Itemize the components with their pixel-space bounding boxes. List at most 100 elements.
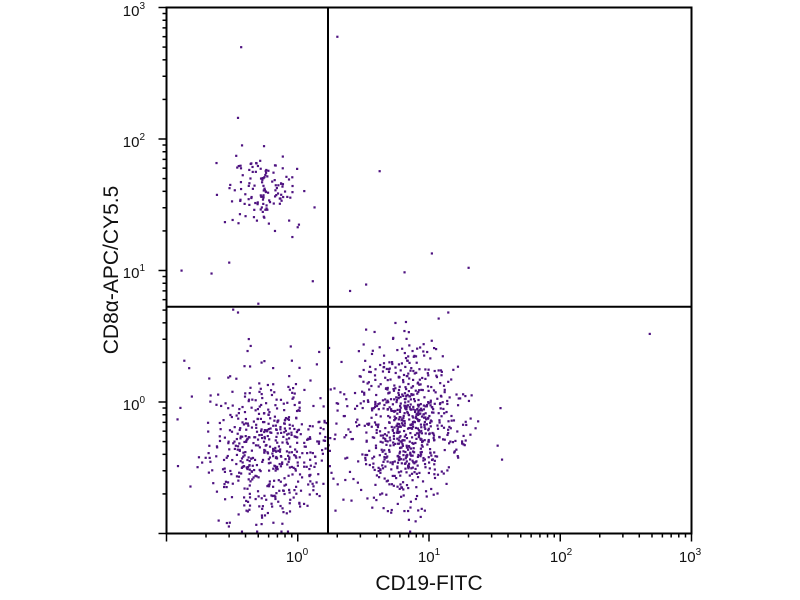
data-point: [393, 398, 396, 401]
data-point: [412, 447, 415, 450]
data-point: [414, 441, 417, 445]
data-point: [296, 436, 299, 439]
data-point: [381, 434, 384, 437]
data-point: [405, 455, 408, 458]
data-point: [440, 424, 443, 427]
data-point: [402, 458, 405, 461]
data-point: [256, 201, 259, 204]
data-point: [235, 437, 238, 441]
data-point: [267, 413, 270, 416]
data-point: [298, 406, 301, 409]
data-point: [375, 474, 378, 477]
data-point: [371, 436, 374, 439]
data-point: [238, 428, 241, 432]
data-point: [259, 429, 263, 433]
data-point: [384, 426, 387, 430]
data-point: [288, 219, 291, 222]
data-point: [307, 428, 310, 431]
data-point: [241, 421, 244, 424]
data-point: [430, 411, 434, 414]
data-point: [329, 437, 332, 440]
data-point: [388, 421, 391, 424]
data-point: [447, 420, 450, 423]
data-point: [425, 423, 428, 426]
data-point: [433, 468, 436, 471]
data-point: [398, 456, 401, 459]
data-point: [399, 440, 402, 443]
data-point: [415, 371, 418, 374]
data-point: [428, 467, 431, 470]
data-point: [274, 446, 277, 450]
data-point: [248, 460, 251, 463]
data-point: [348, 470, 352, 474]
data-point: [375, 431, 378, 434]
data-point: [343, 393, 346, 396]
data-point: [312, 404, 315, 408]
data-point: [371, 407, 374, 411]
data-point: [285, 450, 289, 453]
data-point: [419, 437, 422, 440]
data-point: [281, 183, 285, 186]
data-point: [271, 505, 274, 508]
data-point: [365, 283, 368, 286]
data-point: [456, 404, 460, 407]
data-point: [223, 467, 226, 470]
data-point: [402, 381, 405, 384]
data-point: [276, 192, 280, 195]
data-point: [281, 167, 284, 170]
data-point: [459, 397, 462, 400]
data-point: [284, 416, 288, 420]
data-point: [212, 482, 215, 485]
data-point: [251, 456, 255, 460]
data-point: [377, 403, 380, 406]
data-point: [313, 206, 316, 209]
data-point: [389, 408, 393, 411]
data-point: [236, 166, 239, 169]
data-point: [397, 393, 401, 397]
data-point: [230, 496, 234, 499]
data-point: [392, 444, 395, 447]
data-point: [405, 436, 409, 440]
data-point: [267, 483, 270, 487]
data-point: [361, 390, 364, 393]
data-point: [190, 395, 193, 398]
data-point: [366, 382, 369, 385]
data-point: [364, 453, 367, 457]
data-point: [411, 349, 414, 353]
data-point: [238, 213, 242, 216]
data-point: [381, 450, 384, 453]
data-point: [236, 311, 240, 314]
data-point: [266, 430, 269, 433]
data-point: [399, 416, 402, 419]
data-point: [267, 469, 271, 472]
data-point: [422, 408, 426, 411]
data-point: [397, 391, 400, 395]
data-point: [368, 422, 371, 425]
data-point: [281, 522, 284, 525]
data-point: [384, 437, 387, 441]
data-point: [224, 402, 227, 405]
data-point: [261, 195, 264, 198]
data-point: [439, 382, 442, 385]
data-point: [258, 405, 261, 408]
data-point: [312, 489, 315, 492]
data-point: [222, 419, 225, 422]
data-point: [279, 398, 283, 401]
data-point: [374, 483, 377, 486]
data-point: [255, 523, 258, 526]
data-point: [368, 365, 372, 368]
data-point: [295, 416, 298, 419]
data-point: [272, 383, 275, 386]
data-point: [406, 393, 409, 397]
data-point: [412, 369, 415, 373]
data-point: [250, 162, 253, 165]
data-point: [251, 478, 254, 481]
data-point: [273, 415, 277, 418]
data-point: [392, 437, 396, 440]
data-point: [313, 465, 316, 469]
data-point: [255, 463, 259, 467]
data-point: [383, 403, 386, 407]
data-point: [423, 439, 426, 442]
data-point: [276, 432, 279, 435]
data-point: [268, 480, 271, 483]
